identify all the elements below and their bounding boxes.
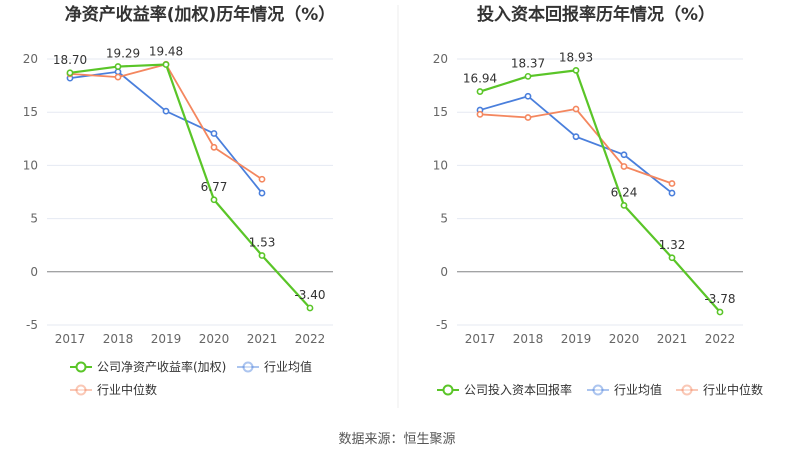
roe-legend: 公司净资产收益率(加权) 行业均值 行业中位数 [70, 359, 312, 397]
y-tick-label: 5 [30, 212, 38, 226]
data-point-company[interactable] [210, 196, 218, 204]
x-tick-label: 2022 [705, 332, 736, 346]
series-line-median [479, 108, 673, 185]
data-point-company[interactable] [716, 308, 724, 316]
roic-y-axis: 20 15 10 5 0 -5 [433, 52, 448, 332]
data-label: -3.40 [294, 288, 325, 302]
data-point-avg[interactable] [668, 189, 676, 197]
y-tick-label: 10 [433, 158, 448, 172]
roic-chart-title: 投入资本回报率历年情况（%） [477, 4, 715, 25]
series-line-company [69, 63, 311, 309]
y-tick-label: 20 [433, 52, 448, 66]
data-point-median[interactable] [524, 114, 532, 121]
data-label: -3.78 [704, 292, 735, 306]
data-label: 19.48 [149, 45, 183, 59]
data-point-median[interactable] [620, 163, 628, 170]
x-tick-label: 2022 [295, 332, 326, 346]
roe-series [66, 60, 314, 312]
legend-label-company-roic: 公司投入资本回报率 [464, 382, 572, 397]
legend-label-industry-median-2: 行业中位数 [703, 382, 763, 397]
data-point-company[interactable] [114, 63, 122, 70]
roe-data-labels: 18.70 19.29 19.48 6.77 1.53 -3.40 [53, 45, 326, 302]
data-label: 18.70 [53, 53, 87, 67]
legend-label-industry-avg: 行业均值 [264, 359, 312, 374]
data-point-company[interactable] [620, 202, 628, 209]
x-tick-label: 2021 [657, 332, 688, 346]
data-point-company[interactable] [66, 69, 74, 77]
y-tick-label: 5 [440, 212, 448, 226]
roic-legend: 公司投入资本回报率 行业均值 行业中位数 [437, 382, 763, 397]
data-point-median[interactable] [668, 180, 676, 187]
roic-gridlines [457, 58, 743, 326]
legend-label-company-roe: 公司净资产收益率(加权) [97, 359, 226, 374]
x-tick-label: 2019 [561, 332, 592, 346]
y-tick-label: -5 [26, 318, 38, 332]
y-tick-label: 20 [23, 52, 38, 66]
data-source-note: 数据来源：恒生聚源 [338, 432, 455, 447]
data-label: 19.29 [106, 47, 140, 61]
legend-item-company-roe[interactable]: 公司净资产收益率(加权) [70, 359, 226, 374]
roe-y-axis: 20 15 10 5 0 -5 [23, 52, 38, 332]
data-point-avg[interactable] [620, 151, 628, 159]
data-point-median[interactable] [476, 110, 484, 118]
legend-item-company-roic[interactable]: 公司投入资本回报率 [437, 382, 572, 397]
data-label: 18.37 [511, 56, 545, 70]
series-line-avg [69, 70, 263, 194]
data-point-avg[interactable] [258, 189, 266, 197]
y-tick-label: 15 [23, 105, 38, 119]
data-point-median[interactable] [572, 105, 580, 113]
x-tick-label: 2020 [609, 332, 640, 346]
data-label: 6.24 [611, 185, 638, 199]
x-tick-label: 2021 [247, 332, 278, 346]
legend-item-industry-median-2[interactable]: 行业中位数 [676, 382, 763, 397]
data-point-avg[interactable] [162, 107, 170, 115]
data-point-median[interactable] [210, 143, 218, 151]
data-point-company[interactable] [162, 61, 170, 68]
x-tick-label: 2017 [55, 332, 86, 346]
legend-item-industry-avg[interactable]: 行业均值 [237, 359, 312, 374]
roe-gridlines [47, 58, 333, 326]
y-tick-label: 0 [440, 265, 448, 279]
x-tick-label: 2018 [513, 332, 544, 346]
legend-label-industry-median: 行业中位数 [97, 382, 157, 397]
data-point-company[interactable] [572, 66, 580, 74]
y-tick-label: -5 [436, 318, 448, 332]
data-label: 6.77 [201, 180, 228, 194]
y-tick-label: 10 [23, 158, 38, 172]
data-point-company[interactable] [306, 304, 314, 312]
roic-data-labels: 16.94 18.37 18.93 6.24 1.32 -3.78 [463, 50, 736, 306]
series-line-median [69, 63, 263, 180]
data-point-company[interactable] [476, 88, 484, 95]
roe-chart-title: 净资产收益率(加权)历年情况（%） [65, 4, 336, 25]
data-point-company[interactable] [668, 254, 676, 262]
data-point-company[interactable] [258, 252, 266, 259]
legend-item-industry-avg-2[interactable]: 行业均值 [587, 382, 662, 397]
roe-x-axis: 2017 2018 2019 2020 2021 2022 [55, 332, 326, 346]
data-point-median[interactable] [114, 73, 122, 81]
data-point-avg[interactable] [524, 92, 532, 100]
legend-item-industry-median[interactable]: 行业中位数 [70, 382, 157, 397]
y-tick-label: 0 [30, 265, 38, 279]
data-label: 1.53 [249, 236, 276, 250]
data-label: 16.94 [463, 72, 497, 86]
legend-label-industry-avg-2: 行业均值 [614, 382, 662, 397]
data-label: 1.32 [659, 238, 686, 252]
roic-x-axis: 2017 2018 2019 2020 2021 2022 [465, 332, 736, 346]
roic-series [476, 66, 724, 316]
x-tick-label: 2019 [151, 332, 182, 346]
x-tick-label: 2020 [199, 332, 230, 346]
x-tick-label: 2018 [103, 332, 134, 346]
data-point-avg[interactable] [210, 130, 218, 137]
y-tick-label: 15 [433, 105, 448, 119]
x-tick-label: 2017 [465, 332, 496, 346]
data-label: 18.93 [559, 50, 593, 64]
data-point-company[interactable] [524, 72, 532, 80]
series-line-company [479, 69, 721, 313]
data-point-avg[interactable] [572, 133, 580, 141]
data-point-median[interactable] [258, 175, 266, 183]
